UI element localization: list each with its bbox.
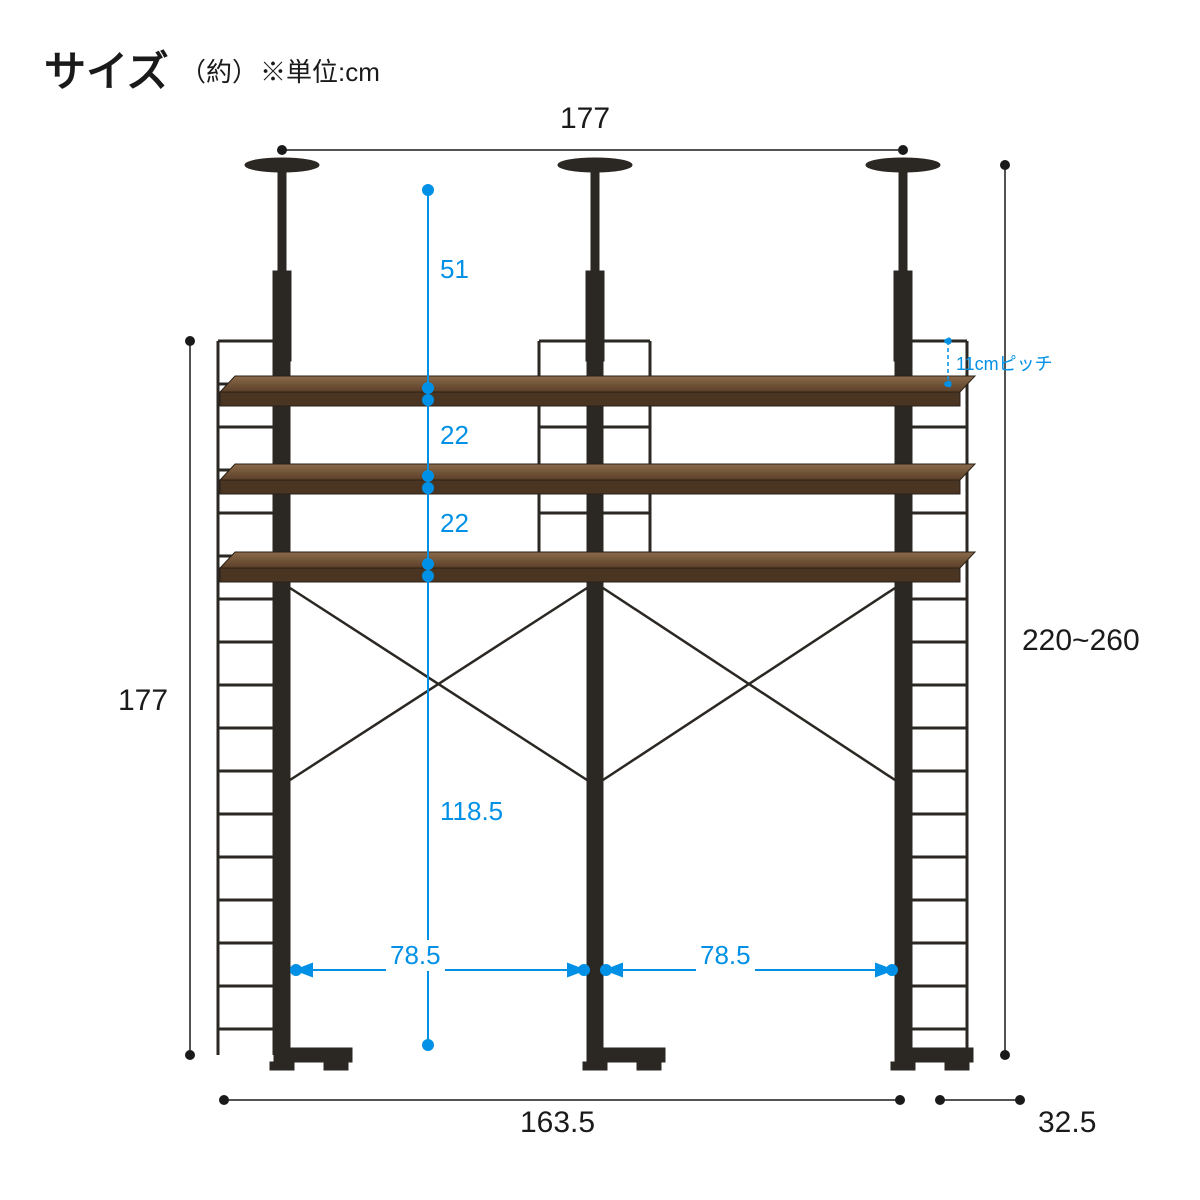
dim-depth: 32.5 xyxy=(1038,1106,1096,1140)
dim-inner-785b: 78.5 xyxy=(696,940,755,971)
ladder-left xyxy=(218,341,274,1055)
ladder-right xyxy=(911,341,967,1055)
extension-poles xyxy=(245,158,940,361)
dim-right-height: 220~260 xyxy=(1022,624,1140,658)
dim-bottom-width: 163.5 xyxy=(520,1106,595,1140)
dim-gap-22b: 22 xyxy=(440,508,469,539)
dim-gap-1185: 118.5 xyxy=(440,796,503,827)
dim-inner-785a: 78.5 xyxy=(386,940,445,971)
dim-top-width: 177 xyxy=(560,102,610,136)
dim-gap-51: 51 xyxy=(440,254,469,285)
rack xyxy=(218,158,975,1070)
diagram-svg xyxy=(0,0,1200,1200)
diagram-stage: サイズ （約） ※単位:cm xyxy=(0,0,1200,1200)
dim-pitch: 11cmピッチ xyxy=(956,350,1053,376)
dim-left-height: 177 xyxy=(118,684,168,718)
dim-gap-22a: 22 xyxy=(440,420,469,451)
